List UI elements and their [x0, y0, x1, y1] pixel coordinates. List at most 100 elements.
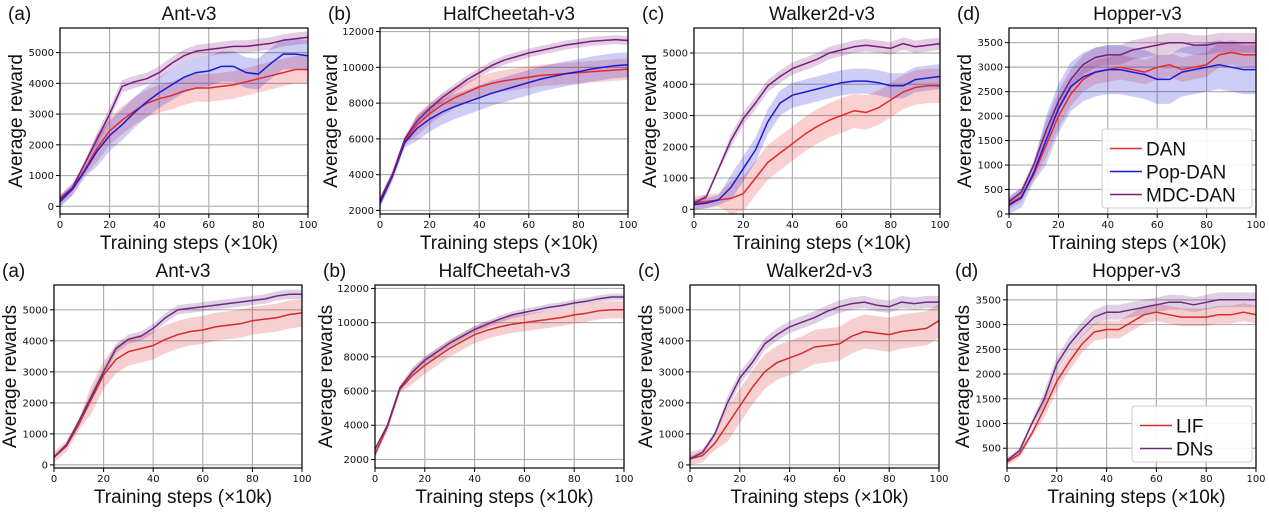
x-tick-label: 100 — [614, 474, 633, 485]
panel-label: (c) — [638, 261, 660, 282]
y-tick-label: 1500 — [976, 394, 1001, 405]
x-axis-label: Training steps (×10k) — [415, 487, 593, 508]
x-tick-label: 20 — [737, 220, 750, 231]
band-lif — [1007, 303, 1256, 466]
x-tick-label: 60 — [835, 220, 848, 231]
legend-label: LIF — [1176, 417, 1203, 438]
y-tick-label: 4000 — [349, 170, 374, 181]
x-tick-label: 100 — [618, 220, 637, 231]
y-tick-label: 4000 — [659, 336, 684, 347]
line-dns — [1006, 299, 1256, 462]
y-tick-label: 500 — [984, 185, 1003, 196]
y-tick-label: 5000 — [23, 305, 48, 316]
x-tick-label: 80 — [1200, 474, 1213, 485]
y-tick-label: 5000 — [29, 48, 54, 59]
y-axis-label: Average reward — [6, 54, 27, 188]
x-tick-label: 40 — [473, 220, 486, 231]
panel-label: (c) — [642, 4, 664, 25]
panel-label: (d) — [957, 4, 980, 25]
y-axis-label: Average rewards — [316, 305, 337, 448]
y-tick-label: 4000 — [663, 80, 688, 91]
y-tick-label: 3000 — [663, 111, 688, 122]
y-tick-label: 2500 — [978, 87, 1003, 98]
y-tick-label: 1500 — [978, 136, 1003, 147]
y-tick-label: 2000 — [23, 398, 48, 409]
chart-title: Ant-v3 — [162, 4, 217, 25]
y-tick-label: 2000 — [663, 142, 688, 153]
line-dan — [379, 68, 629, 202]
y-tick-label: 1000 — [978, 161, 1003, 172]
x-tick-label: 80 — [572, 220, 585, 231]
y-axis-label: Average reward — [640, 54, 661, 188]
subplot-7: 0 20 40 60 80 100 500 1000 1500 2000 2500 3000 3500 T… — [953, 261, 1266, 508]
x-tick-label: 20 — [1052, 220, 1065, 231]
x-axis-label: Training steps (×10k) — [100, 233, 278, 254]
x-tick-label: 0 — [57, 220, 63, 231]
y-tick-label: 500 — [982, 444, 1001, 455]
x-tick-label: 100 — [1246, 220, 1265, 231]
axes-frame — [59, 27, 309, 215]
band-mdc-dan — [1009, 32, 1256, 206]
x-tick-label: 60 — [202, 220, 215, 231]
band-pop-dan — [1009, 40, 1256, 215]
x-tick-label: 100 — [1246, 474, 1265, 485]
y-tick-label: 1000 — [663, 174, 688, 185]
x-tick-label: 40 — [1101, 220, 1114, 231]
legend-label: Pop-DAN — [1146, 163, 1226, 184]
x-tick-label: 60 — [833, 474, 846, 485]
x-tick-label: 0 — [1004, 474, 1010, 485]
y-tick-label: 8000 — [349, 99, 374, 110]
y-tick-label: 2000 — [29, 140, 54, 151]
x-tick-label: 60 — [196, 474, 209, 485]
x-tick-label: 60 — [1150, 474, 1163, 485]
y-tick-label: 0 — [682, 205, 688, 216]
x-tick-label: 20 — [1050, 474, 1063, 485]
y-tick-label: 0 — [997, 210, 1003, 221]
y-tick-label: 12000 — [342, 27, 374, 38]
x-axis-label: Training steps (×10k) — [420, 233, 598, 254]
x-tick-label: 20 — [418, 474, 431, 485]
band-lif — [54, 299, 302, 463]
band-dan — [380, 58, 628, 206]
plot-area — [375, 285, 624, 468]
x-tick-label: 0 — [691, 220, 697, 231]
subplot-6: 0 20 40 60 80 100010002000300040005000Trainin… — [636, 261, 949, 508]
legend-label: MDC-DAN — [1146, 186, 1236, 207]
y-tick-label: 6000 — [344, 387, 369, 398]
x-tick-label: 20 — [103, 220, 116, 231]
line-pop-dan — [1008, 63, 1256, 206]
x-tick-label: 80 — [883, 474, 896, 485]
axes-frame — [1008, 27, 1257, 215]
x-tick-label: 60 — [522, 220, 535, 231]
panel-label: (a) — [2, 261, 25, 282]
panel-label: (b) — [323, 261, 346, 282]
x-axis-label: Training steps (×10k) — [94, 487, 272, 508]
y-tick-label: 1000 — [29, 171, 54, 182]
y-tick-label: 2500 — [976, 345, 1001, 356]
y-tick-label: 4000 — [23, 336, 48, 347]
axes-frame — [689, 284, 940, 469]
axes-frame — [374, 284, 625, 469]
y-axis-label: Average reward — [955, 54, 976, 188]
x-tick-label: 20 — [733, 474, 746, 485]
y-tick-label: 2000 — [978, 112, 1003, 123]
band-pop-dan — [694, 63, 940, 210]
y-axis-label: Average rewards — [0, 305, 21, 448]
panel-label: (a) — [8, 4, 31, 25]
y-tick-label: 10000 — [337, 318, 369, 329]
y-tick-label: 3000 — [23, 367, 48, 378]
line-pop-dan — [693, 75, 941, 206]
y-axis-label: Average reward — [321, 54, 342, 188]
x-axis-label: Training steps (×10k) — [1048, 233, 1226, 254]
y-tick-label: 3000 — [976, 320, 1001, 331]
y-tick-label: 1000 — [659, 429, 684, 440]
subplot-4: 0 20 40 60 80 100010002000300040005000Trainin… — [0, 261, 312, 508]
x-tick-label: 0 — [51, 474, 57, 485]
x-tick-label: 60 — [1151, 220, 1164, 231]
y-axis-label: Average rewards — [636, 305, 657, 448]
line-dns — [374, 296, 624, 450]
y-tick-label: 12000 — [337, 284, 369, 295]
x-tick-label: 100 — [929, 474, 948, 485]
